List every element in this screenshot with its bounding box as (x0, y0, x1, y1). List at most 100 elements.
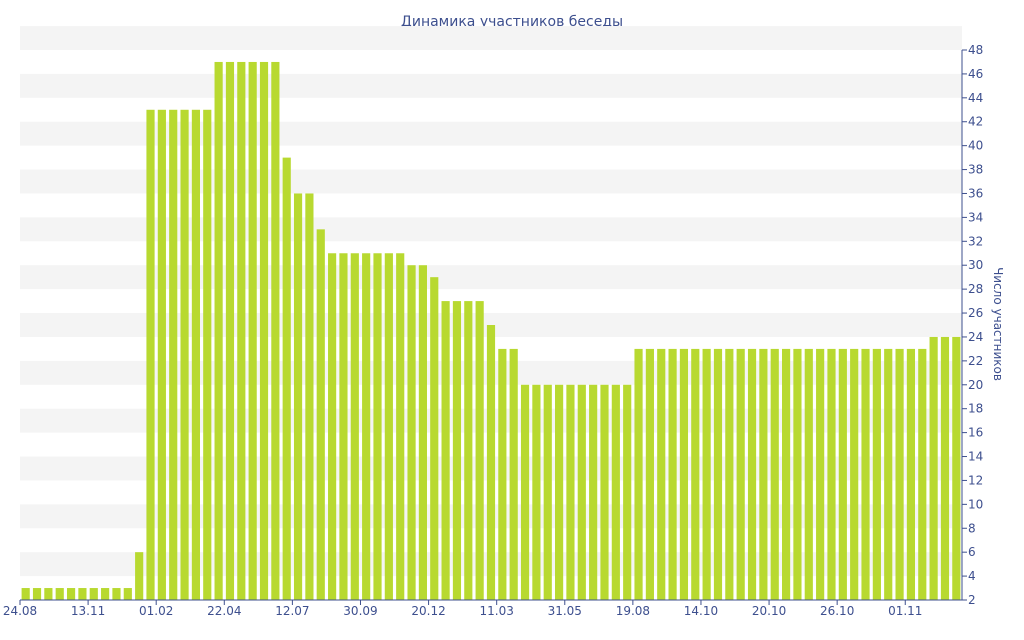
bar (66, 588, 76, 600)
bar (657, 348, 666, 600)
y-tick-label: 12 (968, 473, 983, 487)
bar (827, 348, 836, 600)
bar (736, 348, 745, 600)
y-tick-label: 16 (968, 426, 983, 440)
bar (770, 348, 779, 600)
bar (418, 265, 427, 600)
bar (747, 348, 757, 600)
bar (293, 193, 303, 601)
bar (804, 348, 813, 600)
bar (339, 253, 348, 600)
bar (691, 348, 700, 600)
bar (78, 588, 87, 600)
bar (940, 336, 950, 600)
x-tick-label: 20.10 (752, 604, 786, 618)
x-tick-label: 01.11 (888, 604, 922, 618)
grid-band (20, 73, 962, 98)
bar (759, 348, 768, 600)
bar (373, 253, 382, 600)
bar (952, 336, 961, 600)
x-tick-label: 24.08 (3, 604, 37, 618)
bar (248, 61, 257, 600)
axes (20, 50, 963, 601)
bar (32, 588, 42, 600)
y-tick-label: 14 (968, 450, 983, 464)
grid-band (20, 26, 962, 50)
bar (725, 348, 734, 600)
y-tick-label: 28 (968, 282, 983, 296)
bar (21, 588, 30, 600)
bar (509, 348, 518, 600)
y-tick-label: 8 (968, 521, 976, 535)
y-tick-label: 10 (968, 497, 983, 511)
bar (566, 384, 575, 600)
x-tick-label: 26.10 (820, 604, 854, 618)
bar (600, 384, 609, 600)
chart-title: Динамика участников беседы (400, 14, 624, 30)
bar (702, 348, 711, 600)
bar (328, 253, 337, 600)
bar (452, 301, 462, 600)
bar (611, 384, 620, 600)
y-tick-label: 40 (968, 139, 983, 153)
x-tick-label: 12.07 (275, 604, 309, 618)
x-tick-label: 20.12 (411, 604, 445, 618)
bar (555, 384, 564, 600)
y-tick-label: 30 (968, 258, 983, 272)
bar (135, 552, 144, 600)
x-tick-label: 31.05 (548, 604, 582, 618)
y-tick-label: 2 (968, 593, 976, 607)
bar-series (21, 61, 961, 601)
y-tick-label: 48 (968, 43, 983, 57)
x-tick-label: 01.02 (139, 604, 173, 618)
bar (577, 384, 586, 600)
bar (214, 61, 223, 600)
bar (668, 348, 677, 600)
y-tick-label: 18 (968, 402, 983, 416)
bar (191, 109, 200, 600)
y-tick-label: 36 (968, 186, 983, 200)
bar (884, 348, 893, 600)
bar (203, 109, 212, 600)
bar (872, 348, 881, 600)
x-axis-ticks: 24.08 13.11 01.02 22.04 12.07 30.09 20.12 11.03… (3, 600, 922, 618)
bar (123, 588, 132, 600)
bar (259, 61, 269, 600)
bar (782, 348, 791, 600)
y-tick-label: 4 (968, 569, 976, 583)
bar (486, 325, 496, 600)
bar (543, 384, 552, 600)
bar (316, 229, 325, 600)
bar (146, 109, 155, 600)
bar (816, 348, 825, 600)
bar (180, 109, 189, 600)
bar (384, 253, 393, 600)
x-tick-label: 13.11 (71, 604, 105, 618)
bar (520, 384, 530, 600)
bar (157, 109, 166, 600)
bar (396, 253, 405, 600)
y-tick-label: 6 (968, 545, 976, 559)
bar (861, 348, 870, 600)
y-tick-label: 44 (968, 91, 983, 105)
bar (44, 588, 53, 600)
bar (362, 253, 371, 600)
bar (430, 277, 439, 600)
bar (282, 157, 291, 601)
bar (498, 348, 507, 600)
x-tick-label: 14.10 (684, 604, 718, 618)
bar (906, 348, 916, 600)
y-axis-ticks: 2468101214161820222426283032343638404244… (962, 43, 983, 607)
bar (793, 348, 802, 600)
x-tick-label: 11.03 (479, 604, 513, 618)
bar (475, 301, 484, 600)
bar (89, 588, 98, 600)
bar (169, 109, 178, 600)
y-tick-label: 34 (968, 210, 983, 224)
bar (929, 336, 938, 600)
bar (225, 61, 235, 600)
y-tick-label: 26 (968, 306, 983, 320)
y-axis-label: Число участников (991, 267, 1005, 381)
